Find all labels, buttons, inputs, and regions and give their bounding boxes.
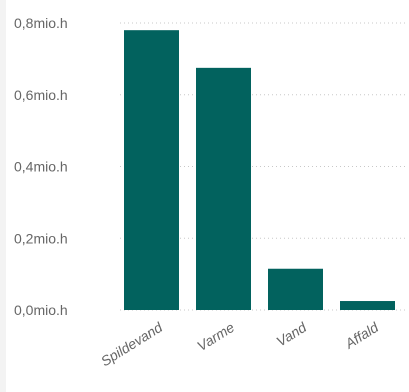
panel-edge — [0, 0, 6, 392]
x-axis-labels: Spildevand Varme Vand Affald — [98, 318, 382, 369]
y-tick-label: 0,4mio.h — [14, 159, 68, 175]
y-tick-label: 0,2mio.h — [14, 230, 68, 246]
bars — [124, 30, 395, 311]
y-tick-label: 0,8mio.h — [14, 15, 68, 31]
x-category-label: Spildevand — [98, 318, 166, 369]
y-tick-label: 0,0mio.h — [14, 302, 68, 318]
y-axis-ticks: 0,0mio.h 0,2mio.h 0,4mio.h 0,6mio.h 0,8mio.h — [14, 15, 68, 318]
x-category-label: Affald — [341, 318, 382, 352]
bar-spildevand[interactable] — [124, 30, 179, 311]
bar-varme[interactable] — [196, 67, 251, 310]
bar-vand[interactable] — [268, 268, 323, 310]
x-category-label: Vand — [273, 318, 310, 349]
x-category-label: Varme — [194, 319, 237, 354]
y-tick-label: 0,6mio.h — [14, 87, 68, 103]
bar-affald[interactable] — [340, 301, 395, 310]
